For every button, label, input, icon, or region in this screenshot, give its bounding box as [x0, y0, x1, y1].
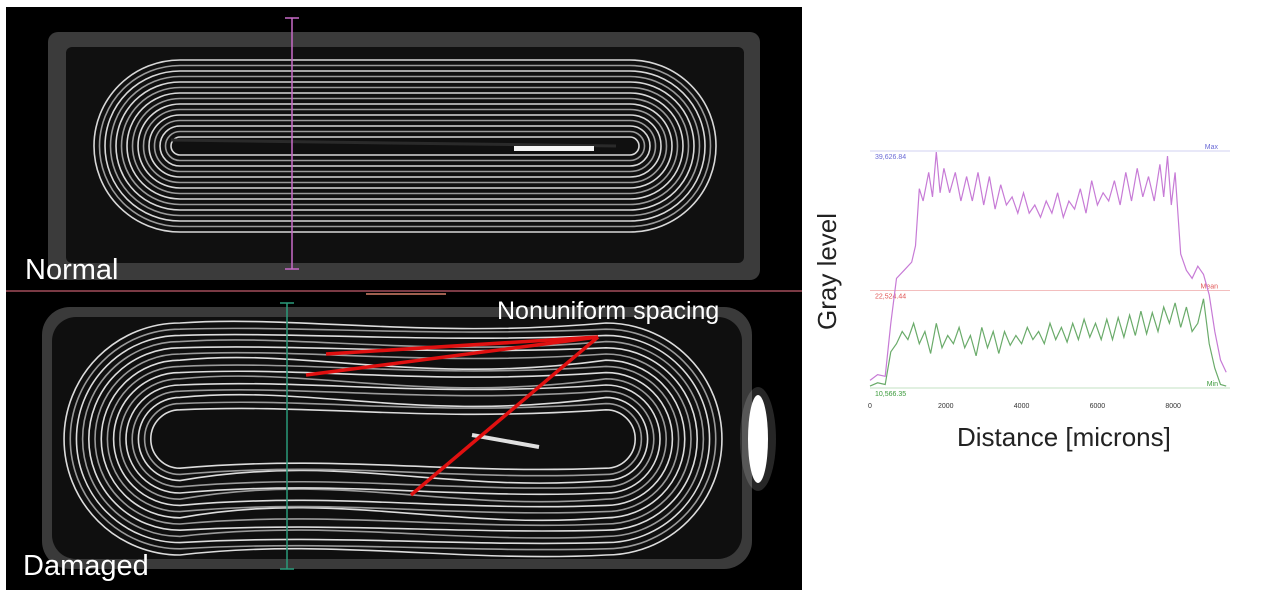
- reference-value-min: 10,566.35: [875, 391, 906, 398]
- normal-winding-layer: [115, 81, 695, 211]
- normal-cell-tab: [514, 146, 594, 151]
- reference-name-max: Max: [1205, 144, 1219, 151]
- normal-winding-layer: [153, 119, 657, 173]
- damaged-winding-layer: [112, 370, 674, 508]
- damaged-winding-layer: [100, 356, 686, 522]
- damaged-winding-layer: [131, 389, 655, 489]
- damaged-winding-layer: [119, 375, 667, 503]
- normal-winding-layer: [142, 108, 668, 184]
- chart-svg: 39,626.84 Max 22,524.44 Mean 10,566.35 Min 0 20…: [868, 144, 1230, 410]
- annotation-arrows: [305, 335, 600, 497]
- normal-core-gap: [170, 138, 617, 148]
- damaged-winding-layer: [143, 401, 643, 477]
- damaged-label: Damaged: [23, 550, 149, 582]
- reference-value-max: 39,626.84: [875, 154, 906, 161]
- ct-scan-drawing: [6, 17, 802, 570]
- x-tick-label: 0: [868, 403, 872, 410]
- series-line-0: [869, 151, 1227, 381]
- terminal-glow: [740, 387, 776, 491]
- reference-value-mean: 22,524.44: [875, 293, 906, 300]
- x-axis-label: Distance [microns]: [957, 422, 1171, 452]
- damaged-winding-layer: [137, 393, 649, 484]
- normal-winding-layer: [170, 136, 640, 156]
- damaged-winding-layer: [150, 407, 636, 471]
- damaged-winding-layer: [94, 351, 692, 527]
- normal-winding-layer: [98, 64, 712, 228]
- normal-jelly-roll: [93, 59, 717, 233]
- damaged-winding-layer: [69, 327, 717, 551]
- nonuniform-spacing-annotation: Nonuniform spacing: [497, 297, 720, 325]
- gray-level-profile-chart: 39,626.84 Max 22,524.44 Mean 10,566.35 Min 0 20…: [860, 138, 1270, 438]
- normal-winding-layer: [126, 92, 684, 200]
- damaged-measure-line: [280, 302, 294, 570]
- y-axis-label: Gray level: [812, 212, 842, 330]
- normal-winding-layer: [120, 86, 690, 206]
- normal-winding-layer: [109, 75, 701, 217]
- normal-winding-layer: [131, 97, 679, 195]
- x-tick-label: 8000: [1165, 403, 1181, 410]
- x-tick-label: 2000: [938, 403, 954, 410]
- normal-winding-layer: [93, 59, 717, 233]
- x-tick-label: 4000: [1014, 403, 1030, 410]
- series-line-1: [869, 298, 1227, 387]
- normal-winding-layer: [137, 103, 673, 189]
- damaged-winding-layer: [106, 364, 680, 514]
- x-tick-label: 6000: [1090, 403, 1106, 410]
- normal-winding-layer: [164, 130, 646, 162]
- damaged-winding-layer: [81, 339, 705, 539]
- damaged-winding-layer: [63, 320, 723, 558]
- damaged-winding-layer: [125, 382, 661, 496]
- damaged-winding-layer: [88, 346, 698, 532]
- damaged-cell-inner: [52, 317, 742, 559]
- reference-name-min: Min: [1207, 381, 1218, 388]
- normal-winding-layer: [104, 70, 706, 222]
- normal-winding-layer: [159, 125, 651, 167]
- ct-scan-image: Normal Damaged Nonuniform spacing: [6, 7, 802, 590]
- damaged-jelly-roll: [63, 320, 723, 558]
- reference-name-mean: Mean: [1200, 283, 1218, 290]
- normal-measure-line: [285, 17, 299, 270]
- bright-terminal: [748, 395, 768, 483]
- damaged-cell-tab: [471, 433, 540, 449]
- normal-label: Normal: [25, 254, 119, 286]
- normal-winding-layer: [148, 114, 662, 178]
